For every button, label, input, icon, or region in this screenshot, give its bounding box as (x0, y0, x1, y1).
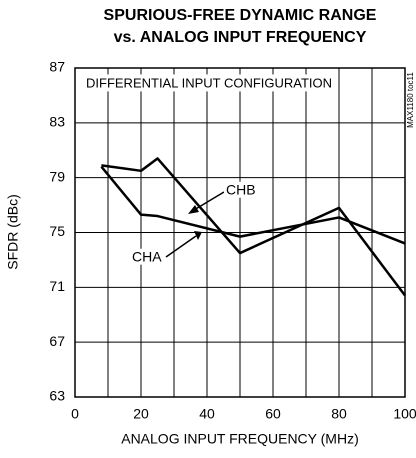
x-tick-label: 80 (331, 406, 347, 422)
x-tick-label: 60 (265, 406, 281, 422)
x-axis-label: ANALOG INPUT FREQUENCY (MHz) (121, 431, 359, 447)
x-tick-label: 0 (71, 406, 79, 422)
label-background (83, 74, 336, 92)
y-axis-label: SFDR (dBc) (5, 194, 21, 269)
x-tick-label: 40 (199, 406, 215, 422)
y-tick-label: 71 (49, 278, 65, 294)
x-tick-label: 100 (393, 406, 416, 422)
series-line (100, 165, 406, 245)
annotation: MAX1180 toc11 (406, 72, 415, 128)
arrow-head (188, 205, 199, 214)
annotation: CHA (132, 249, 162, 265)
plot-frame (74, 67, 406, 398)
series-line (101, 157, 406, 297)
chart-title: vs. ANALOG INPUT FREQUENCY (114, 29, 367, 46)
y-tick-label: 63 (49, 388, 65, 404)
label-background (130, 248, 165, 265)
annotation: DIFFERENTIAL INPUT CONFIGURATION (86, 75, 332, 90)
arrow-head (194, 231, 202, 240)
y-tick-label: 79 (49, 168, 65, 184)
arrow (165, 235, 197, 258)
x-tick-label: 20 (133, 406, 149, 422)
annotation: CHB (226, 182, 256, 198)
y-tick-label: 67 (49, 333, 65, 349)
y-tick-label: 83 (49, 114, 65, 130)
y-tick-label: 87 (49, 59, 65, 75)
chart-title: SPURIOUS-FREE DYNAMIC RANGE (104, 7, 377, 24)
y-tick-label: 75 (49, 223, 65, 239)
label-background (224, 181, 258, 198)
